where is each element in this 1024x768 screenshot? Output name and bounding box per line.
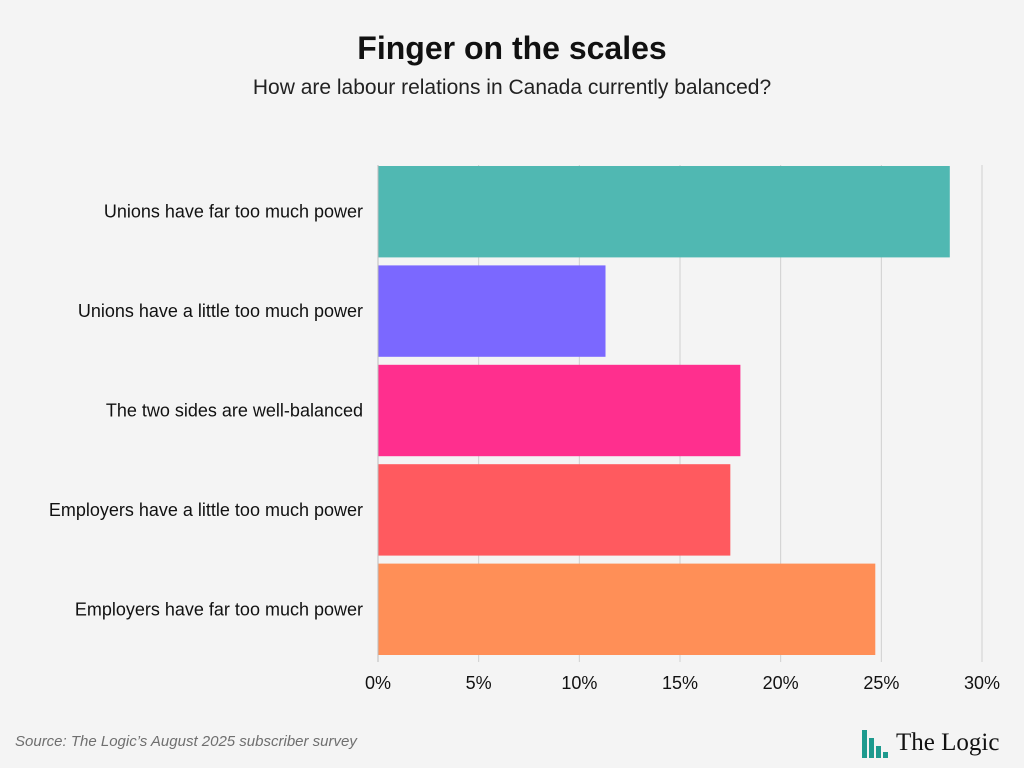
bar [378,265,606,357]
x-tick-label: 30% [964,673,1000,693]
chart-subtitle: How are labour relations in Canada curre… [252,76,772,99]
category-label: Unions have a little too much power [78,301,363,321]
source-note: Source: The Logic’s August 2025 subscrib… [15,733,357,750]
x-tick-label: 15% [662,673,698,693]
x-tick-label: 20% [763,673,799,693]
x-tick-label: 0% [365,673,391,693]
brand-name: The Logic [896,729,1000,756]
x-tick-label: 10% [561,673,597,693]
bar [378,364,741,457]
brand-logo: The Logic [862,726,999,760]
category-label: Employers have far too much power [75,599,363,619]
category-label: The two sides are well-balanced [106,401,363,421]
bar [378,166,950,258]
x-tick-label: 25% [863,673,899,693]
bar-chart-logo-icon [862,730,888,758]
chart-title: Finger on the scales [357,30,667,66]
bar [378,563,876,655]
bar [378,464,731,556]
category-label: Employers have a little too much power [49,500,363,520]
x-tick-label: 5% [466,673,492,693]
category-label: Unions have far too much power [104,202,363,222]
